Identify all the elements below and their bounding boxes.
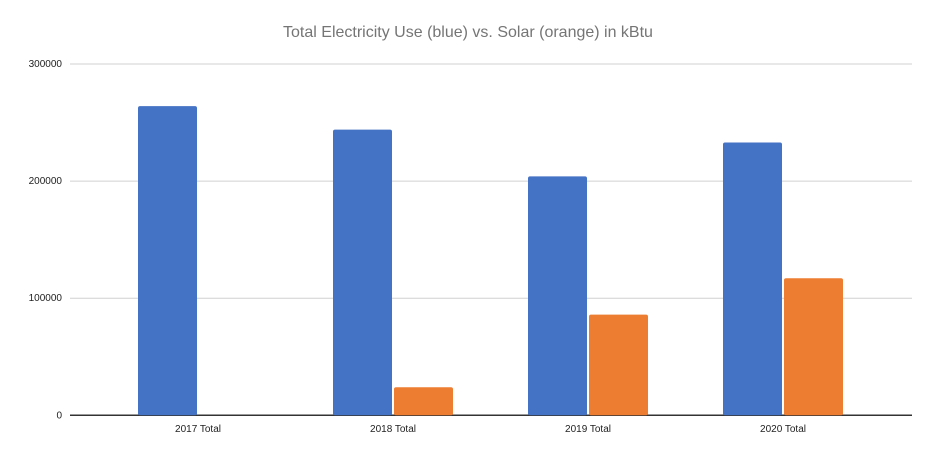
x-tick-label: 2018 Total xyxy=(370,424,416,435)
bar-electricity-2018 xyxy=(333,129,392,416)
chart-title: Total Electricity Use (blue) vs. Solar (… xyxy=(283,24,653,41)
y-tick-label: 200000 xyxy=(29,176,63,187)
y-tick-label: 300000 xyxy=(29,59,63,70)
x-tick-label: 2020 Total xyxy=(760,424,806,435)
bar-solar-2020 xyxy=(784,278,843,416)
bar-electricity-2017 xyxy=(138,106,197,416)
x-tick-label: 2017 Total xyxy=(175,424,221,435)
bar-solar-2019 xyxy=(589,314,648,416)
bar-electricity-2020 xyxy=(723,142,782,416)
y-tick-label: 100000 xyxy=(29,293,63,304)
y-tick-label: 0 xyxy=(56,410,62,421)
bar-solar-2018 xyxy=(394,387,453,416)
bar-electricity-2019 xyxy=(528,176,587,416)
x-tick-label: 2019 Total xyxy=(565,424,611,435)
